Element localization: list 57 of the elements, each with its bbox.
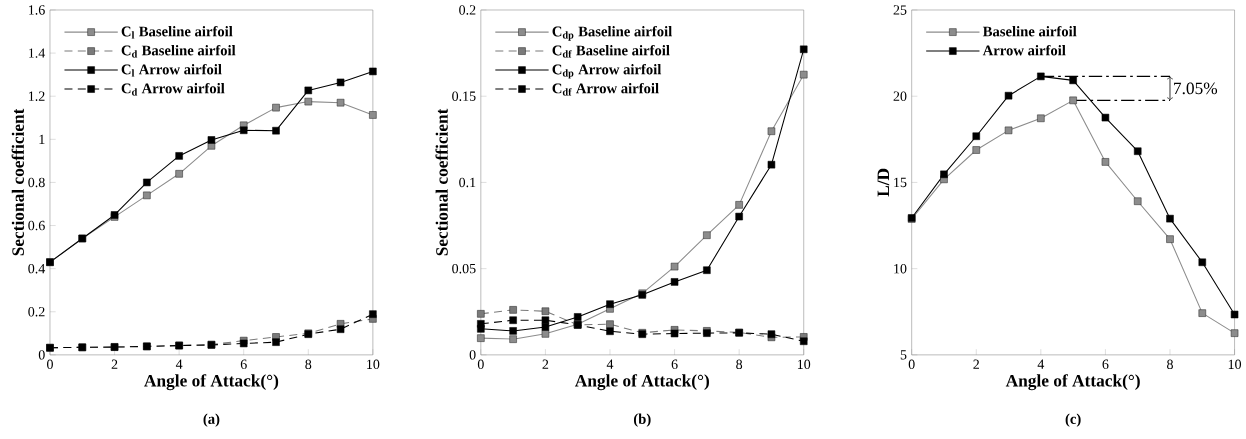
x-tick-label: 10 xyxy=(797,359,811,370)
x-tick-label: 6 xyxy=(671,359,678,370)
x-tick-label: 2 xyxy=(973,359,979,369)
x-tick-label: 2 xyxy=(542,359,549,369)
text: (c) xyxy=(1065,413,1081,427)
y-tick-label: 0.15 xyxy=(452,91,476,102)
x-tick-label: 8 xyxy=(1167,359,1173,370)
x-tick-label: 4 xyxy=(1037,359,1045,369)
text: (a) xyxy=(203,413,220,427)
x-tick-label: 4 xyxy=(606,359,614,369)
legend-label: C$_{d}$ Baseline airfoil xyxy=(121,45,236,58)
legend-label: Baseline airfoil xyxy=(982,26,1077,37)
x-axis-title: Angle of Attack(°) xyxy=(144,374,279,391)
x-tick-label: 0 xyxy=(47,359,53,370)
legend-label: C$_{dp}$ Arrow airfoil xyxy=(552,63,662,79)
annotation: 7.05% xyxy=(1174,82,1218,95)
legend-label: Arrow airfoil xyxy=(982,45,1066,56)
legend-label: C$_{dp}$ Baseline airfoil xyxy=(552,26,672,41)
x-tick-label: 10 xyxy=(367,359,380,370)
x-tick-label: 0 xyxy=(908,359,915,370)
legend-label: C$_{d}$ Arrow airfoil xyxy=(121,82,225,96)
y-tick-label: 10 xyxy=(894,264,907,274)
x-tick-label: 8 xyxy=(305,359,312,370)
legend-label: C$_{l}$ Arrow airfoil xyxy=(121,63,222,77)
x-tick-label: 8 xyxy=(736,359,743,370)
legend-label: C$_{l}$ Baseline airfoil xyxy=(121,26,233,39)
y-tick-label: 1 xyxy=(39,134,45,145)
x-axis-title: Angle of Attack(°) xyxy=(574,374,709,391)
x-axis-title: Angle of Attack(°) xyxy=(1005,374,1140,391)
x-tick-label: 10 xyxy=(1228,359,1242,370)
x-tick-label: 6 xyxy=(240,359,247,370)
y-axis-title: L/D xyxy=(877,168,890,197)
y-tick-label: 5 xyxy=(900,350,907,360)
y-tick-label: 0.05 xyxy=(452,263,476,274)
y-tick-label: 0.2 xyxy=(28,307,45,317)
y-tick-label: 1.2 xyxy=(29,91,45,102)
y-tick-label: 1.6 xyxy=(29,5,45,15)
x-tick-label: 2 xyxy=(111,359,118,369)
y-tick-label: 0.4 xyxy=(28,263,46,274)
y-tick-label: 15 xyxy=(894,177,907,188)
y-tick-label: 0.8 xyxy=(28,177,45,188)
y-tick-label: 0.1 xyxy=(459,177,476,188)
y-tick-label: 0 xyxy=(469,350,476,360)
y-tick-label: 1.4 xyxy=(29,48,46,58)
y-tick-label: 0.6 xyxy=(28,220,45,231)
y-tick-label: 0 xyxy=(38,350,45,360)
y-tick-label: 25 xyxy=(893,5,907,15)
x-tick-label: 6 xyxy=(1102,359,1109,370)
x-tick-label: 4 xyxy=(175,359,183,369)
legend-label: C$_{df}$ Baseline airfoil xyxy=(552,45,670,58)
y-tick-label: 20 xyxy=(893,91,907,102)
text: (b) xyxy=(633,413,651,427)
y-axis-title: Sectional coefficient xyxy=(11,108,24,256)
y-axis-title: Sectional coefficient xyxy=(435,108,448,256)
y-tick-label: 0.2 xyxy=(459,5,476,15)
x-tick-label: 0 xyxy=(477,359,484,370)
legend-label: C$_{df}$ Arrow airfoil xyxy=(552,82,659,96)
